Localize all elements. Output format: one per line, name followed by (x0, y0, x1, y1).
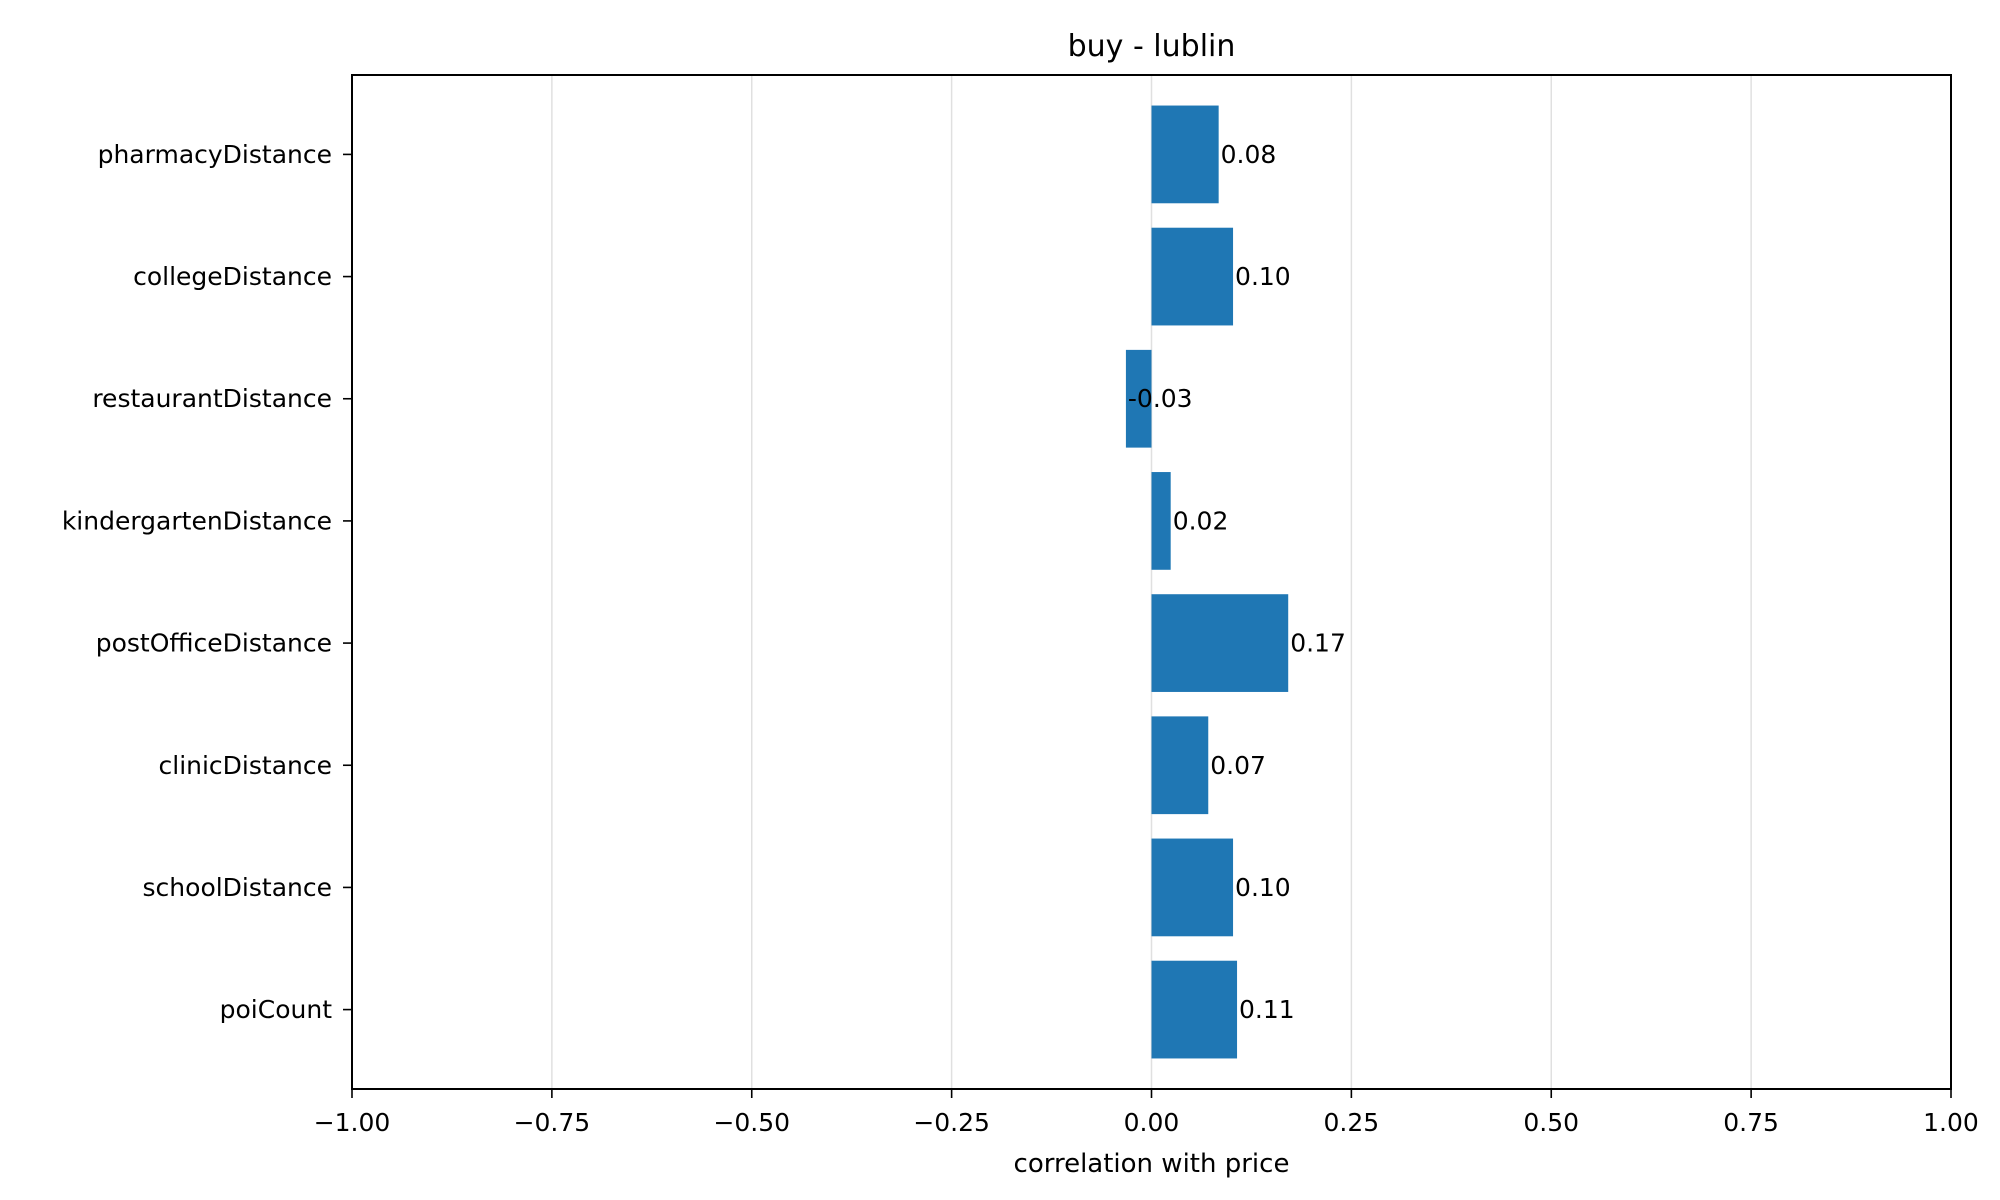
bar (1151, 838, 1234, 937)
x-tick-label: 1.00 (1923, 1108, 1979, 1137)
chart-title: buy - lublin (1068, 29, 1236, 64)
x-axis-ticks: −1.00 −0.75 −0.50 −0.25 0.00 0.25 0.50 0.75 1.00 (314, 1089, 1979, 1137)
x-tick-label: 0.75 (1723, 1108, 1779, 1137)
x-tick-label: 0.25 (1324, 1108, 1380, 1137)
bar (1151, 227, 1234, 326)
x-tick-label: −0.75 (514, 1108, 591, 1137)
bar (1151, 472, 1171, 570)
y-tick-label: postOfficeDistance (96, 629, 332, 658)
bar (1151, 594, 1289, 692)
bars (1125, 105, 1289, 1059)
y-tick-label: clinicDistance (159, 751, 333, 780)
y-tick-label: pharmacyDistance (98, 140, 332, 169)
data-label: 0.11 (1239, 995, 1295, 1024)
y-tick-label: collegeDistance (133, 262, 332, 291)
data-label: 0.08 (1221, 140, 1277, 169)
bar (1151, 105, 1219, 204)
x-tick-label: −1.00 (314, 1108, 391, 1137)
data-label: -0.03 (1128, 384, 1193, 413)
y-tick-label: kindergartenDistance (62, 506, 332, 535)
grid-lines (351, 75, 1952, 1089)
x-tick-label: 0.00 (1124, 1108, 1180, 1137)
data-label: 0.10 (1235, 873, 1291, 902)
x-axis-label: correlation with price (1014, 1149, 1290, 1179)
value-labels: 0.08 0.10 -0.03 0.02 0.17 0.07 0.10 0.11 (1128, 140, 1346, 1024)
x-tick-label: 0.50 (1523, 1108, 1579, 1137)
bar (1125, 349, 1152, 448)
data-label: 0.10 (1235, 262, 1291, 291)
y-axis-ticks: pharmacyDistance collegeDistance restauran… (62, 140, 352, 1024)
x-tick-label: −0.50 (713, 1108, 790, 1137)
y-tick-label: poiCount (220, 995, 333, 1024)
y-tick-label: schoolDistance (143, 873, 332, 902)
data-label: 0.02 (1173, 506, 1229, 535)
data-label: 0.07 (1210, 751, 1266, 780)
bar (1151, 716, 1209, 815)
y-tick-label: restaurantDistance (92, 384, 332, 413)
x-tick-label: −0.25 (913, 1108, 990, 1137)
data-label: 0.17 (1290, 629, 1346, 658)
bar (1151, 960, 1238, 1059)
